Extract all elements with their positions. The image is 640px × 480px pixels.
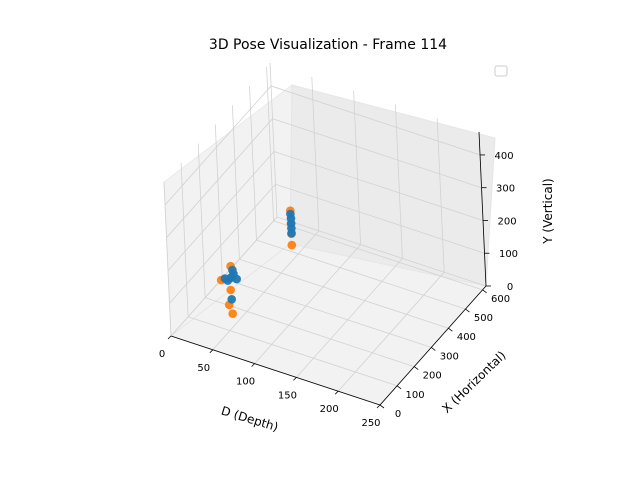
scatter-point-series-1 [287,240,297,250]
gridline-z [167,151,275,271]
gridline-x [249,86,257,241]
legend-box [494,65,508,77]
d-tick-label: 200 [320,404,339,415]
d-tick-label: 0 [159,349,165,360]
x-axis-line [379,285,487,406]
x-tick-mark [431,347,436,351]
gridline-d [436,118,445,273]
d-tick-label: 150 [278,390,297,401]
d-tick-mark [334,390,339,395]
gridline-d [296,258,403,378]
scatter-point-series-2 [220,274,230,283]
gridline-x [239,258,449,329]
x-tick-mark [396,385,402,390]
gridline-x [266,66,274,221]
scatter-point-series-2 [287,229,296,238]
gridline-x [205,297,415,367]
gridline-d [254,244,361,364]
gridline-z [276,216,487,287]
x-tick-mark [482,289,487,294]
x-tick-label: 300 [440,351,459,362]
gridline-d [212,230,320,351]
gridline-z [273,151,484,221]
axes: 0501001502002500100200300400500600010020… [159,131,518,429]
gridline-x [187,316,398,387]
gridline-z [275,183,485,254]
d-tick-mark [376,404,381,409]
gridline-d [353,90,361,245]
x-tick-label: 600 [491,294,510,305]
d-tick-mark [293,377,297,381]
gridline-z [270,85,481,156]
gridline-z [272,118,482,189]
gridline-d [395,104,403,259]
gridline-x [222,278,432,348]
scatter-point-series-2 [232,274,241,284]
scatter-point-series-1 [226,285,235,295]
x-tick-mark [448,327,453,332]
z-tick-label: 400 [494,151,513,162]
x-tick-mark [379,404,385,409]
gridline-z [164,85,272,206]
d-tick-label: 100 [236,377,255,388]
gridline-x [180,162,189,317]
z-tick-label: 200 [497,216,516,227]
z-axis-line [478,131,487,287]
data-points [216,206,297,319]
x-tick-label: 400 [457,332,476,343]
x-tick-mark [413,366,419,370]
x-tick-mark [465,308,470,313]
z-tick-label: 100 [499,249,518,260]
d-tick-mark [251,363,255,367]
x-tick-label: 500 [474,313,493,324]
gridline-z [169,183,276,304]
z-tick-label: 0 [507,282,513,293]
gridline-x [231,105,240,260]
gridline-x [214,124,223,279]
x-tick-label: 200 [423,371,442,382]
d-axis-line [170,335,381,406]
x-tick-label: 0 [395,409,401,420]
d-tick-label: 250 [361,418,380,429]
chart-title: 3D Pose Visualization - Frame 114 [209,37,447,53]
scatter-point-series-2 [227,295,236,304]
gridline-x [197,143,206,298]
gridline-d [269,62,278,218]
x-tick-label: 100 [406,390,425,401]
gridline-x [256,239,466,310]
d-tick-mark [167,335,172,340]
z-tick-label: 300 [496,184,515,195]
gridline-d [337,271,445,392]
z-axis-label: Y (Vertical) [541,178,555,244]
gridline-x [163,181,172,337]
scatter-point-series-1 [228,309,237,319]
d-tick-mark [209,349,214,354]
d-tick-label: 50 [197,363,210,374]
d-axis-label: D (Depth) [219,404,279,435]
gridline-d [311,76,320,231]
gridline-x [273,220,483,291]
gridline-z [166,118,273,238]
